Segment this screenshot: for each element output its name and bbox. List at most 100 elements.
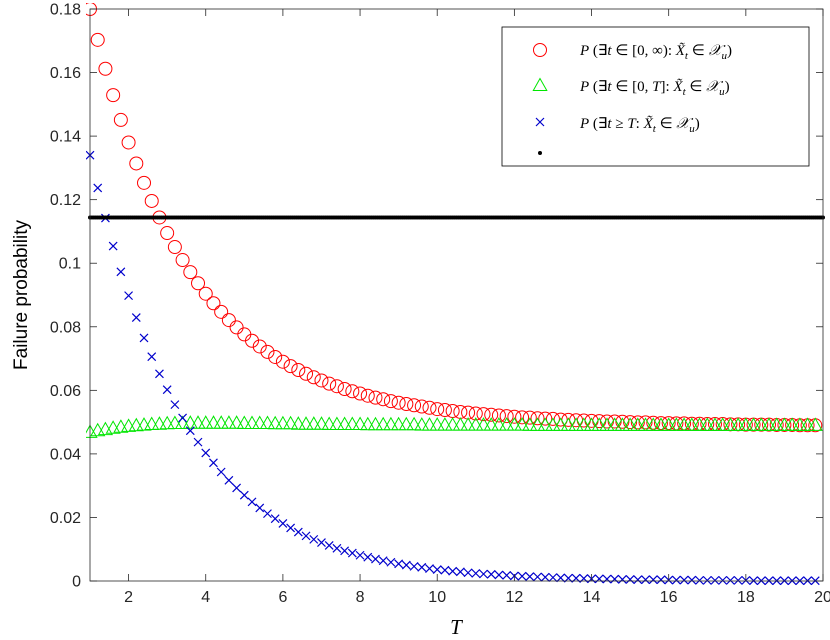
data-point-s2-61 xyxy=(556,573,566,583)
data-point-s1-64 xyxy=(576,417,592,431)
data-point-s2-72 xyxy=(641,575,650,585)
data-point-s2-34 xyxy=(347,548,357,558)
data-point-s1-44 xyxy=(421,417,438,431)
x-tick-label-3: 8 xyxy=(356,589,365,606)
legend-box xyxy=(501,26,810,167)
data-point-s0-35 xyxy=(353,386,368,401)
data-point-s1-32 xyxy=(329,416,345,430)
data-point-s0-33 xyxy=(337,382,352,397)
data-point-s1-80 xyxy=(699,417,715,431)
x-tick-label-4: 10 xyxy=(428,589,446,606)
data-point-s0-51 xyxy=(476,407,491,422)
data-point-s2-68 xyxy=(610,574,620,584)
data-point-s2-44 xyxy=(425,564,434,574)
data-point-s2-29 xyxy=(309,534,319,544)
x-tick-label-6: 14 xyxy=(583,589,601,606)
data-point-s1-46 xyxy=(437,417,453,431)
data-point-s0-73 xyxy=(646,415,661,430)
data-point-s2-24 xyxy=(270,514,280,524)
data-point-s2-79 xyxy=(695,575,704,585)
data-point-s2-84 xyxy=(733,575,743,585)
x-tick-label-1: 4 xyxy=(201,589,210,606)
data-point-s2-81 xyxy=(710,575,720,585)
data-point-s1-53 xyxy=(491,417,507,431)
data-point-s2-14 xyxy=(193,437,203,447)
data-point-s0-40 xyxy=(391,395,406,410)
data-point-s0-30 xyxy=(314,373,329,388)
data-point-s1-71 xyxy=(630,417,646,431)
data-point-s1-67 xyxy=(599,417,615,431)
data-point-s1-89 xyxy=(769,417,785,431)
data-point-s0-19 xyxy=(229,320,244,335)
data-point-s1-49 xyxy=(460,417,476,431)
data-point-s2-50 xyxy=(471,568,481,578)
data-point-s2-39 xyxy=(386,557,396,567)
data-point-s1-27 xyxy=(290,416,306,430)
data-point-s0-14 xyxy=(191,276,206,291)
data-point-s1-29 xyxy=(306,416,322,430)
data-point-s1-72 xyxy=(637,417,654,431)
data-point-s2-3 xyxy=(108,241,118,251)
data-point-s2-36 xyxy=(363,552,373,562)
data-point-s2-77 xyxy=(679,575,689,585)
data-point-s2-21 xyxy=(247,497,257,507)
data-point-s0-75 xyxy=(661,416,676,431)
data-point-s2-51 xyxy=(479,569,488,579)
x-tick-label-2: 6 xyxy=(278,589,287,606)
legend-marker-2 xyxy=(535,117,545,127)
data-point-s0-2 xyxy=(98,61,113,76)
data-point-s1-85 xyxy=(738,417,754,431)
data-point-s1-50 xyxy=(468,417,484,431)
data-point-s2-27 xyxy=(293,527,303,537)
legend-entry-infinite-horizon: P (∃t ∈ [0, ∞): X̃t ∈ 𝒳u) xyxy=(579,43,732,62)
legend-entry-tail: P (∃t ≥ T: X̃t ∈ 𝒳u) xyxy=(579,116,700,135)
data-point-s2-4 xyxy=(116,267,126,277)
data-point-s2-69 xyxy=(617,574,627,584)
data-point-s2-8 xyxy=(147,352,157,362)
data-point-s0-15 xyxy=(198,286,213,301)
data-point-s1-75 xyxy=(661,417,677,431)
legend: P (∃t ∈ [0, ∞): X̃t ∈ 𝒳u) P (∃t ∈ [0, T]… xyxy=(501,26,810,167)
data-point-s1-82 xyxy=(715,417,731,431)
data-point-s2-33 xyxy=(340,546,350,556)
data-point-s2-67 xyxy=(602,574,612,584)
data-point-s1-38 xyxy=(375,416,391,431)
data-point-s1-76 xyxy=(668,417,684,431)
data-point-s1-19 xyxy=(228,415,245,429)
data-point-s1-83 xyxy=(722,417,739,431)
data-point-s2-11 xyxy=(170,400,180,410)
data-point-s1-51 xyxy=(475,417,492,431)
data-point-s1-33 xyxy=(337,416,353,430)
data-point-s0-69 xyxy=(615,414,630,429)
data-point-s1-52 xyxy=(483,417,499,431)
data-point-s0-59 xyxy=(538,411,553,426)
y-axis-label: Failure probability xyxy=(11,220,32,370)
y-tick-label-3: 0.06 xyxy=(50,383,81,400)
data-point-s0-8 xyxy=(144,193,159,208)
data-point-s2-57 xyxy=(525,572,535,581)
data-point-s0-5 xyxy=(121,135,136,150)
data-point-s1-24 xyxy=(267,415,283,430)
data-point-s1-31 xyxy=(321,416,337,430)
data-point-s1-59 xyxy=(537,417,553,431)
data-point-s2-22 xyxy=(255,503,265,513)
data-point-s1-56 xyxy=(514,417,530,431)
data-point-s1-16 xyxy=(205,415,222,429)
data-point-s1-87 xyxy=(753,417,769,431)
data-point-s1-30 xyxy=(313,416,330,430)
data-point-s1-37 xyxy=(367,416,384,431)
data-point-s0-76 xyxy=(669,416,684,431)
data-point-s0-44 xyxy=(422,400,437,415)
data-point-s2-59 xyxy=(540,572,550,582)
data-point-s2-54 xyxy=(502,570,512,580)
data-point-s0-60 xyxy=(545,411,560,426)
y-tick-label-1: 0.02 xyxy=(50,510,81,527)
data-point-s2-5 xyxy=(124,291,134,301)
data-point-s0-42 xyxy=(407,398,422,413)
data-point-s2-66 xyxy=(594,574,604,584)
data-point-s2-6 xyxy=(131,313,141,322)
data-point-s0-58 xyxy=(530,411,545,426)
data-point-s1-25 xyxy=(275,415,291,430)
data-point-s2-26 xyxy=(286,523,296,533)
data-point-s2-76 xyxy=(671,575,681,585)
